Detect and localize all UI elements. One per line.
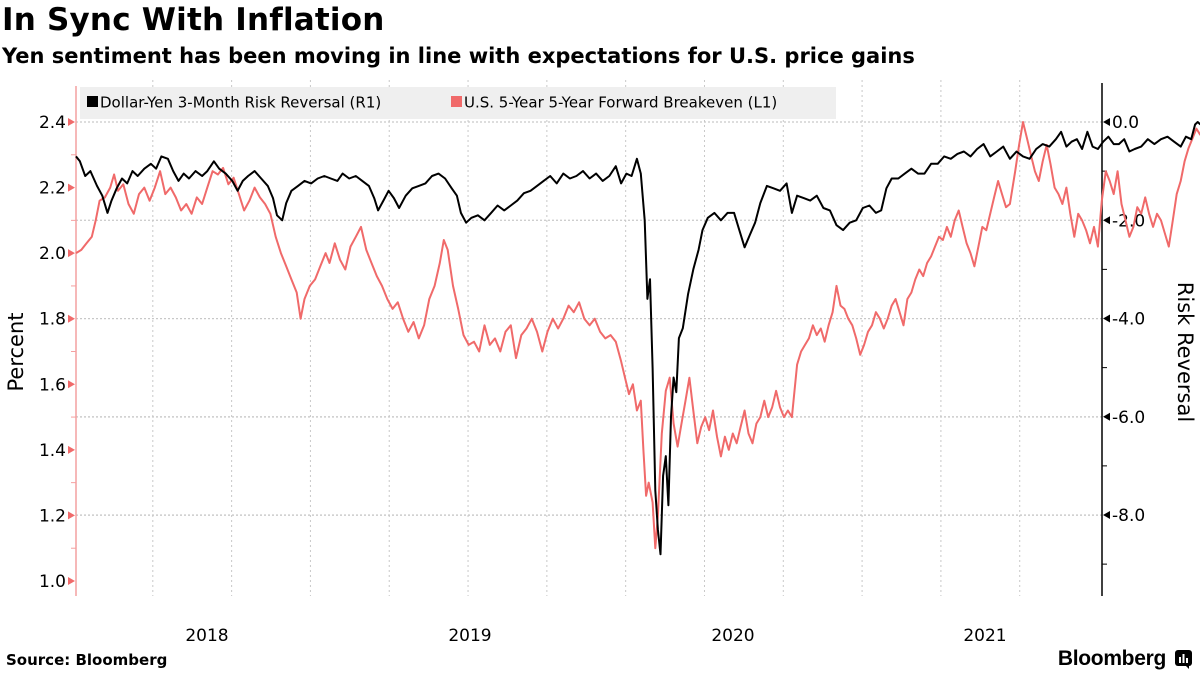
left-axis-tick-label: 1.0 [39, 572, 66, 592]
legend-swatch-black [87, 96, 98, 107]
right-axis-tick-label: 0.0 [1112, 113, 1139, 133]
legend-label-risk-reversal: Dollar-Yen 3-Month Risk Reversal (R1) [100, 94, 381, 112]
right-axis-tick-marker [1103, 412, 1110, 421]
chart-title: In Sync With Inflation [2, 2, 385, 38]
risk-reversal-line [75, 121, 1200, 556]
x-axis-tick-label: 2020 [711, 626, 754, 646]
series-group [75, 121, 1200, 556]
chart-subtitle: Yen sentiment has been moving in line wi… [2, 44, 915, 68]
x-axis-tick-label: 2019 [448, 626, 491, 646]
x-axis-labels: 2018 2019 2020 2021 [185, 626, 1006, 646]
right-axis-tick-label: -6.0 [1112, 408, 1145, 428]
x-axis-tick-label: 2021 [963, 626, 1006, 646]
left-axis-tick-marker [68, 249, 75, 258]
left-axis-tick-label: 1.6 [39, 375, 66, 395]
left-axis-tick-marker [68, 577, 75, 585]
left-axis-tick-label: 1.8 [39, 310, 66, 330]
axes: 1.0 1.2 1.4 1.6 1.8 2.0 2.2 2.4 0.0 -2.0 -4.0 -6.0 -… [39, 83, 1145, 596]
bloomberg-chart-icon [1175, 650, 1192, 669]
left-axis-tick-marker [68, 314, 75, 323]
left-axis-tick-marker [68, 118, 75, 126]
left-axis-tick-label: 1.4 [39, 441, 66, 461]
breakeven-line [75, 121, 1200, 550]
right-axis-tick-marker [1103, 118, 1110, 126]
right-axis-tick-label: -4.0 [1112, 310, 1145, 330]
left-axis-tick-label: 1.2 [39, 506, 66, 526]
left-axis-tick-label: 2.0 [39, 244, 66, 264]
right-axis-tick-label: -2.0 [1112, 211, 1145, 231]
x-axis-tick-label: 2018 [185, 626, 228, 646]
bloomberg-logo-text: Bloomberg [1057, 647, 1166, 670]
gridlines [76, 80, 1102, 596]
left-axis-tick-label: 2.2 [39, 179, 66, 199]
legend-label-breakeven: U.S. 5-Year 5-Year Forward Breakeven (L1… [464, 94, 777, 112]
right-axis-tick-label: -8.0 [1112, 506, 1145, 526]
right-axis-title: Risk Reversal [1173, 282, 1197, 422]
legend: Dollar-Yen 3-Month Risk Reversal (R1) U.… [87, 94, 777, 112]
left-axis-tick-marker [68, 445, 75, 454]
left-axis-tick-marker [68, 380, 75, 389]
left-axis-tick-marker [68, 511, 75, 520]
left-axis-tick-label: 2.4 [39, 113, 66, 133]
right-axis-tick-marker [1103, 511, 1110, 519]
source-note: Source: Bloomberg [6, 651, 168, 669]
right-axis-tick-marker [1103, 216, 1110, 225]
legend-swatch-pink [451, 96, 462, 107]
left-axis-title: Percent [4, 312, 28, 391]
right-axis-tick-marker [1103, 314, 1110, 323]
left-axis-tick-marker [68, 183, 75, 192]
